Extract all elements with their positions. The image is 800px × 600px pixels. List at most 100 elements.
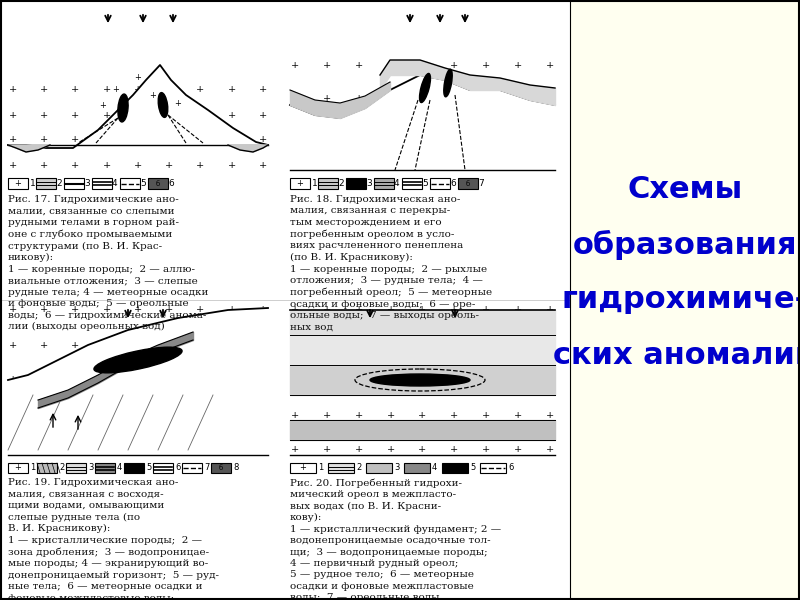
Text: +: + [482, 61, 490, 70]
Text: +: + [150, 91, 157, 100]
Text: +: + [165, 376, 174, 385]
Text: +: + [228, 445, 236, 455]
Text: +: + [134, 410, 142, 419]
Text: +: + [450, 61, 458, 70]
Text: +: + [134, 110, 142, 119]
Text: +: + [71, 340, 80, 349]
Text: +: + [386, 127, 394, 136]
Text: +: + [514, 160, 522, 169]
Text: +: + [228, 305, 236, 314]
Bar [153, 463, 173, 473]
Text: гидрохимиче-: гидрохимиче- [562, 286, 800, 314]
Text: +: + [514, 94, 522, 103]
Text: +: + [418, 340, 426, 349]
Text: 5: 5 [422, 179, 428, 188]
Text: +: + [165, 85, 174, 94]
Text: +: + [165, 136, 174, 145]
Text: +: + [165, 110, 174, 119]
Polygon shape [8, 65, 268, 148]
Text: +: + [482, 445, 490, 455]
Text: +: + [514, 376, 522, 385]
Text: +: + [354, 61, 363, 70]
Text: +: + [450, 445, 458, 455]
Text: +: + [386, 305, 394, 314]
Bar [374, 178, 394, 189]
Text: +: + [165, 305, 174, 314]
Bar [402, 178, 422, 189]
Text: +: + [546, 127, 554, 136]
Ellipse shape [370, 374, 470, 386]
Text: +: + [386, 376, 394, 385]
Text: +: + [546, 410, 554, 419]
Text: +: + [386, 61, 394, 70]
Text: +: + [354, 340, 363, 349]
Text: +: + [450, 160, 458, 169]
Text: 6: 6 [168, 179, 174, 188]
Text: +: + [134, 160, 142, 169]
Text: +: + [291, 305, 299, 314]
Ellipse shape [118, 94, 128, 122]
Bar [404, 463, 430, 473]
Text: +: + [71, 410, 80, 419]
Text: +: + [482, 376, 490, 385]
Text: 5: 5 [146, 463, 151, 473]
Text: +: + [450, 94, 458, 103]
Text: +: + [291, 61, 299, 70]
Text: +: + [322, 160, 331, 169]
Text: +: + [134, 340, 142, 349]
Text: +: + [450, 340, 458, 349]
Text: +: + [99, 100, 106, 109]
Text: +: + [514, 340, 522, 349]
Text: +: + [14, 463, 22, 473]
Text: Рис. 18. Гидрохимическая ано-
малия, связанная с перекры-
тым месторождением и е: Рис. 18. Гидрохимическая ано- малия, свя… [290, 195, 492, 331]
Bar [64, 178, 84, 189]
Text: +: + [450, 127, 458, 136]
Ellipse shape [94, 347, 182, 373]
Text: +: + [297, 179, 303, 188]
Text: +: + [450, 410, 458, 419]
Text: +: + [299, 463, 306, 473]
Text: 6: 6 [450, 179, 456, 188]
Text: +: + [9, 305, 17, 314]
Text: +: + [259, 110, 267, 119]
Text: +: + [418, 61, 426, 70]
Text: +: + [546, 61, 554, 70]
Text: +: + [40, 136, 48, 145]
Text: +: + [322, 61, 331, 70]
Text: +: + [418, 445, 426, 455]
Text: +: + [482, 94, 490, 103]
Text: +: + [228, 376, 236, 385]
Text: +: + [259, 160, 267, 169]
Text: 8: 8 [233, 463, 238, 473]
Text: +: + [514, 410, 522, 419]
Text: +: + [354, 127, 363, 136]
Text: +: + [354, 160, 363, 169]
Text: +: + [14, 179, 22, 188]
Text: +: + [291, 340, 299, 349]
Bar [120, 178, 140, 189]
Text: +: + [9, 410, 17, 419]
Text: +: + [546, 445, 554, 455]
Text: +: + [196, 160, 205, 169]
Text: +: + [354, 94, 363, 103]
Text: +: + [514, 305, 522, 314]
Text: +: + [40, 376, 48, 385]
Text: 4: 4 [394, 179, 400, 188]
Text: +: + [40, 85, 48, 94]
Ellipse shape [419, 73, 430, 103]
Text: +: + [196, 136, 205, 145]
Text: +: + [546, 305, 554, 314]
Text: +: + [134, 445, 142, 455]
Text: 2: 2 [56, 179, 62, 188]
Text: 1: 1 [30, 179, 36, 188]
Text: +: + [9, 340, 17, 349]
Bar [328, 463, 354, 473]
Text: 5: 5 [140, 179, 146, 188]
Bar [124, 463, 144, 473]
Text: 6: 6 [175, 463, 180, 473]
Text: 2: 2 [338, 179, 344, 188]
Text: +: + [9, 136, 17, 145]
Text: +: + [291, 410, 299, 419]
Text: +: + [196, 445, 205, 455]
Text: +: + [482, 340, 490, 349]
